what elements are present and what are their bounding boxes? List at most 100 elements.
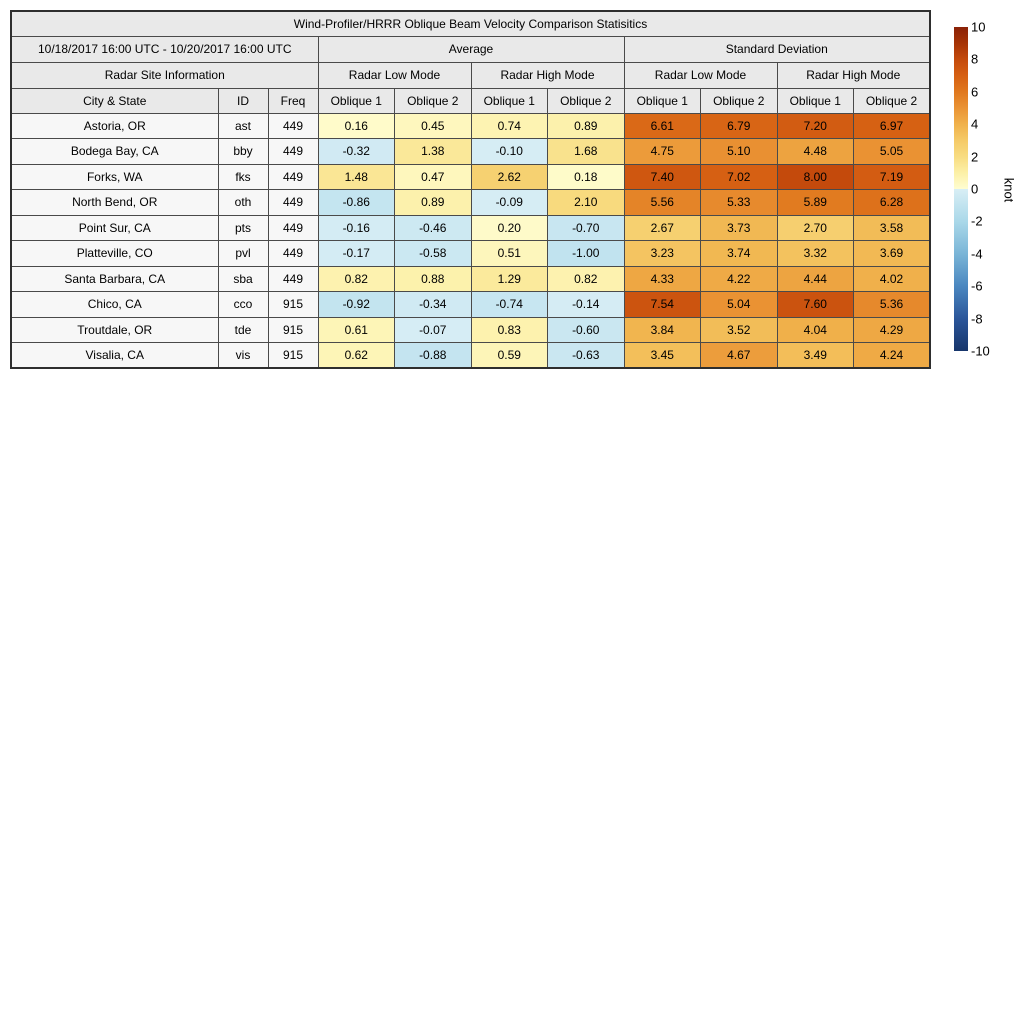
colorbar-tick-label: 8 [971,51,979,67]
value-cell: 5.36 [853,291,931,318]
value-cell: 4.02 [853,265,931,292]
colorbar-tick-label: 2 [971,149,979,165]
value-cell: 3.23 [623,240,701,267]
table-row: Chico, CA cco 915 -0.92 -0.34 -0.74 -0.14 7.54 5… [10,291,931,318]
city-cell: Chico, CA [10,291,219,318]
freq-cell: 915 [267,316,319,343]
title-row: Wind-Profiler/HRRR Oblique Beam Velocity… [10,10,931,37]
oblique1-column-header: Oblique 1 [470,87,548,114]
site-id-cell: fks [217,163,269,190]
table-row: North Bend, OR oth 449 -0.86 0.89 -0.09 2.10 5.… [10,189,931,216]
oblique2-column-header: Oblique 2 [394,87,472,114]
table-row: Visalia, CA vis 915 0.62 -0.88 0.59 -0.63 3.45 4… [10,342,931,369]
site-id-cell: ast [217,112,269,139]
oblique1-column-header: Oblique 1 [317,87,395,114]
value-cell: -0.32 [317,138,395,165]
city-cell: Forks, WA [10,163,219,190]
city-cell: Visalia, CA [10,342,219,369]
value-cell: 3.32 [776,240,854,267]
oblique2-column-header: Oblique 2 [700,87,778,114]
value-cell: -0.09 [470,189,548,216]
colorbar-tick-label: 6 [971,84,979,100]
value-cell: 0.61 [317,316,395,343]
value-cell: 0.82 [317,265,395,292]
value-cell: 7.40 [623,163,701,190]
value-cell: 2.62 [470,163,548,190]
group-standard-deviation: Standard Deviation [623,35,931,63]
value-cell: -0.60 [547,316,625,343]
value-cell: 2.10 [547,189,625,216]
colorbar-tick-label: -6 [971,278,983,294]
value-cell: 5.10 [700,138,778,165]
table-row: Troutdale, OR tde 915 0.61 -0.07 0.83 -0.60 3.8… [10,316,931,343]
group-header-row: 10/18/2017 16:00 UTC - 10/20/2017 16:00 … [10,35,931,63]
value-cell: 0.51 [470,240,548,267]
value-cell: 0.74 [470,112,548,139]
value-cell: 0.82 [547,265,625,292]
value-cell: 3.52 [700,316,778,343]
value-cell: 4.48 [776,138,854,165]
freq-cell: 449 [267,265,319,292]
value-cell: 0.45 [394,112,472,139]
city-cell: North Bend, OR [10,189,219,216]
value-cell: 6.97 [853,112,931,139]
freq-cell: 449 [267,138,319,165]
value-cell: 0.89 [394,189,472,216]
value-cell: 8.00 [776,163,854,190]
date-range: 10/18/2017 16:00 UTC - 10/20/2017 16:00 … [10,35,319,63]
value-cell: 3.74 [700,240,778,267]
value-cell: 4.24 [853,342,931,369]
avg-radar-high-mode-header: Radar High Mode [470,61,625,89]
value-cell: 2.70 [776,214,854,241]
table-row: Forks, WA fks 449 1.48 0.47 2.62 0.18 7.40 7.02 8… [10,163,931,190]
site-id-cell: bby [217,138,269,165]
value-cell: 3.45 [623,342,701,369]
stats-table: Wind-Profiler/HRRR Oblique Beam Velocity… [10,10,931,369]
value-cell: -0.92 [317,291,395,318]
colorbar-tick-label: 0 [971,181,979,197]
city-cell: Bodega Bay, CA [10,138,219,165]
value-cell: 5.04 [700,291,778,318]
value-cell: 0.16 [317,112,395,139]
value-cell: -1.00 [547,240,625,267]
value-cell: 3.73 [700,214,778,241]
value-cell: 3.84 [623,316,701,343]
oblique2-column-header: Oblique 2 [853,87,931,114]
table-row: Point Sur, CA pts 449 -0.16 -0.46 0.20 -0.70 2.… [10,214,931,241]
colorbar-tick-label: 10 [971,19,986,35]
value-cell: 1.29 [470,265,548,292]
colorbar-tick-label: -10 [971,343,990,359]
site-id-cell: pts [217,214,269,241]
value-cell: 0.20 [470,214,548,241]
value-cell: -0.74 [470,291,548,318]
freq-cell: 449 [267,240,319,267]
value-cell: 7.20 [776,112,854,139]
mode-header-row: Radar Site Information Radar Low Mode Ra… [10,61,931,89]
value-cell: 6.79 [700,112,778,139]
site-id-cell: cco [217,291,269,318]
avg-radar-low-mode-header: Radar Low Mode [317,61,472,89]
value-cell: -0.10 [470,138,548,165]
value-cell: 4.75 [623,138,701,165]
value-cell: 0.62 [317,342,395,369]
value-cell: 3.49 [776,342,854,369]
value-cell: 2.67 [623,214,701,241]
value-cell: 0.88 [394,265,472,292]
value-cell: 7.60 [776,291,854,318]
site-id-cell: pvl [217,240,269,267]
value-cell: 4.22 [700,265,778,292]
table-row: Bodega Bay, CA bby 449 -0.32 1.38 -0.10 1.68 4.… [10,138,931,165]
value-cell: -0.70 [547,214,625,241]
value-cell: 1.48 [317,163,395,190]
value-cell: 4.44 [776,265,854,292]
freq-cell: 449 [267,189,319,216]
value-cell: 0.18 [547,163,625,190]
city-cell: Point Sur, CA [10,214,219,241]
colorbar-tick-label: -4 [971,246,983,262]
city-state-column-header: City & State [10,87,219,114]
id-column-header: ID [217,87,269,114]
value-cell: 4.29 [853,316,931,343]
value-cell: 3.58 [853,214,931,241]
value-cell: 4.33 [623,265,701,292]
